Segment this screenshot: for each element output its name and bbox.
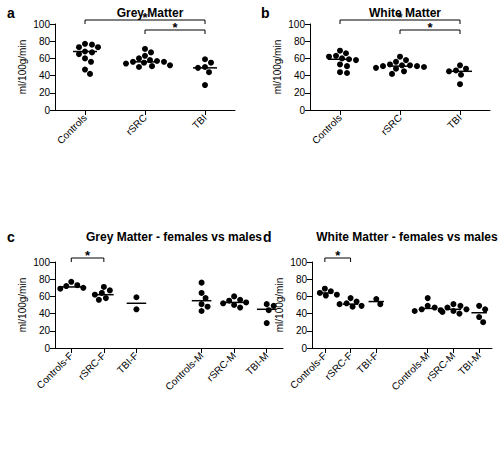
svg-text:80: 80 (294, 36, 306, 47)
svg-text:*: * (335, 248, 341, 263)
svg-text:rSRC: rSRC (379, 112, 404, 137)
svg-text:80: 80 (39, 36, 51, 47)
svg-text:20: 20 (39, 325, 51, 336)
svg-text:*: * (427, 20, 433, 35)
svg-text:rSRC: rSRC (124, 112, 149, 137)
svg-text:100: 100 (290, 257, 307, 268)
svg-text:Controls-M: Controls-M (163, 350, 205, 392)
svg-text:0: 0 (44, 343, 50, 354)
svg-text:100: 100 (33, 19, 50, 30)
svg-text:40: 40 (39, 308, 51, 319)
svg-text:Controls-M: Controls-M (389, 350, 431, 392)
svg-text:TBI-F: TBI-F (115, 350, 140, 375)
svg-text:100: 100 (288, 19, 305, 30)
svg-text:ml/100g/min: ml/100g/min (17, 40, 28, 94)
svg-text:60: 60 (39, 53, 51, 64)
svg-text:TBI-F: TBI-F (355, 350, 380, 375)
svg-text:TBI: TBI (190, 112, 209, 131)
svg-text:rSRC-F: rSRC-F (323, 350, 355, 382)
svg-text:a: a (7, 5, 15, 21)
svg-text:Controls: Controls (55, 112, 89, 146)
svg-text:c: c (7, 229, 15, 245)
svg-text:20: 20 (296, 325, 308, 336)
svg-text:rSRC-F: rSRC-F (76, 350, 108, 382)
svg-text:d: d (263, 229, 272, 245)
svg-text:TBI: TBI (445, 112, 464, 131)
svg-text:100: 100 (33, 257, 50, 268)
svg-text:*: * (85, 248, 91, 263)
svg-text:ml/100g/min: ml/100g/min (273, 277, 285, 333)
svg-text:0: 0 (301, 343, 307, 354)
svg-text:60: 60 (296, 291, 308, 302)
svg-text:rSRC-M: rSRC-M (205, 350, 238, 383)
svg-text:b: b (261, 5, 270, 21)
svg-text:60: 60 (39, 291, 51, 302)
svg-text:White Matter - females vs male: White Matter - females vs males (316, 230, 498, 244)
svg-text:40: 40 (296, 308, 308, 319)
svg-text:80: 80 (296, 274, 308, 285)
svg-text:Controls: Controls (310, 112, 344, 146)
svg-text:rSRC-M: rSRC-M (424, 350, 457, 383)
svg-text:TBI-M: TBI-M (244, 350, 271, 377)
svg-text:Controls-F: Controls-F (288, 350, 329, 391)
svg-text:White Matter: White Matter (369, 6, 441, 20)
svg-text:0: 0 (44, 105, 50, 116)
svg-text:Grey Matter - females vs males: Grey Matter - females vs males (86, 230, 262, 244)
svg-text:TBI-M: TBI-M (456, 350, 483, 377)
svg-text:*: * (172, 20, 178, 35)
svg-text:20: 20 (294, 87, 306, 98)
svg-text:80: 80 (39, 274, 51, 285)
svg-text:60: 60 (294, 53, 306, 64)
svg-text:ml/100g/min: ml/100g/min (17, 278, 28, 332)
svg-text:Grey Matter: Grey Matter (117, 6, 184, 20)
svg-text:20: 20 (39, 87, 51, 98)
svg-text:Controls-F: Controls-F (34, 350, 75, 391)
svg-text:40: 40 (39, 70, 51, 81)
svg-text:0: 0 (299, 105, 305, 116)
svg-text:ml/100g/min: ml/100g/min (272, 40, 283, 94)
svg-text:40: 40 (294, 70, 306, 81)
